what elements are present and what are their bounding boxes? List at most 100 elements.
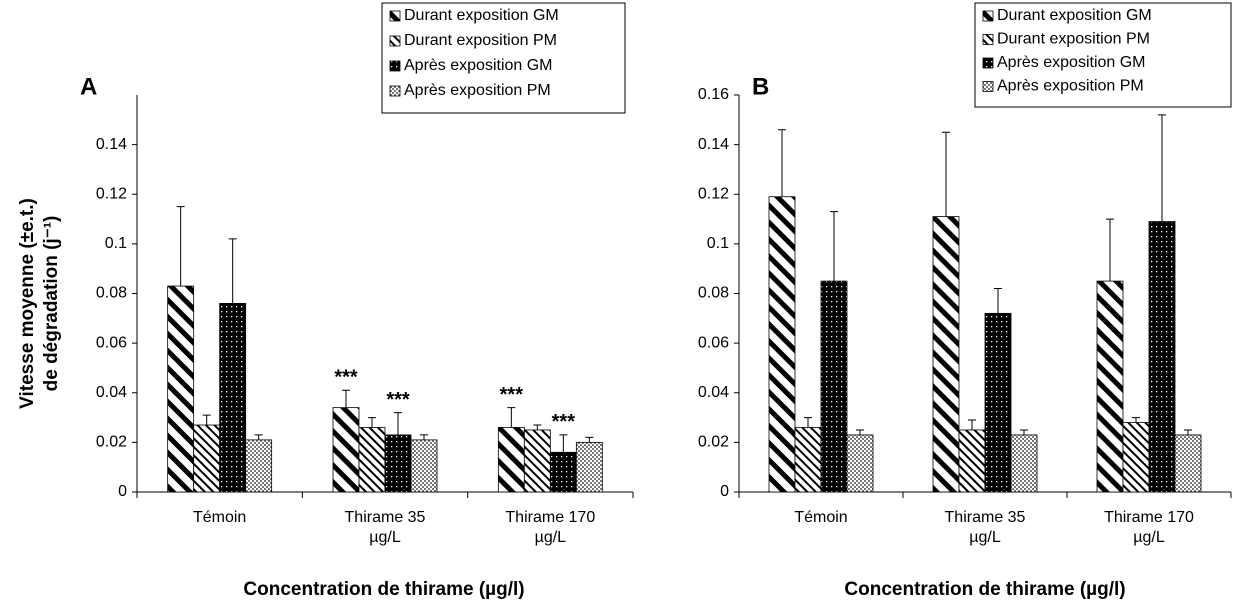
legend-label: Après exposition GM (997, 54, 1146, 71)
bar (958, 429, 986, 493)
annotation: *** (552, 411, 576, 433)
legend-swatch (982, 34, 994, 45)
error-bar (830, 211, 838, 282)
bar (523, 429, 551, 493)
bar (410, 439, 438, 493)
bar (932, 216, 960, 493)
error-bar (533, 424, 542, 430)
y-tick-label: 0.06 (698, 334, 729, 351)
annotation: *** (386, 389, 410, 411)
y-tick-label: 0.02 (96, 434, 127, 451)
annotation: *** (500, 384, 524, 406)
x-axis-title: Concentration de thirame (µg/l) (844, 579, 1125, 600)
error-bar (1132, 417, 1140, 423)
legend-label: Durant exposition PM (997, 31, 1150, 48)
panel-label: B (752, 73, 769, 100)
bar (332, 407, 360, 493)
error-bar (942, 131, 950, 217)
bar (984, 312, 1012, 493)
legend-swatch (389, 85, 401, 97)
y-tick-label: 0.12 (698, 185, 729, 202)
x-tick-label: Thirame 170 µg/L (1104, 509, 1194, 546)
error-bar (228, 238, 237, 304)
error-bar (994, 288, 1002, 314)
legend-swatch (389, 10, 401, 22)
error-bar (585, 436, 594, 443)
legend-box (974, 2, 1232, 108)
bar (549, 451, 577, 493)
y-tick-label: 0 (118, 483, 127, 500)
legend-label: Durant exposition GM (404, 7, 559, 24)
bar (167, 285, 195, 493)
error-bar (804, 417, 812, 428)
bar (1096, 280, 1124, 493)
error-bar (507, 407, 516, 428)
legend-box (381, 2, 626, 114)
legend-swatch (982, 81, 994, 92)
error-bar (968, 419, 976, 430)
y-axis-title: Vitesse moyenne (±e.t.) (17, 198, 38, 409)
legend-swatch (389, 60, 401, 72)
annotation: *** (334, 367, 358, 389)
error-bar (1158, 114, 1166, 222)
bar (794, 427, 822, 493)
error-bar (342, 389, 350, 408)
error-bar (559, 434, 568, 453)
bar (1174, 434, 1202, 493)
error-bar (394, 412, 402, 435)
y-tick-label: 0.04 (96, 384, 127, 401)
y-tick-label: 0.12 (96, 185, 127, 202)
error-bar (254, 434, 263, 440)
bar (846, 434, 874, 493)
bar (1010, 434, 1038, 493)
bar (820, 280, 848, 493)
y-axis-title: de dégradation (j⁻¹) (41, 216, 62, 392)
y-tick-label: 0.02 (698, 434, 729, 451)
y-tick-label: 0.04 (698, 384, 729, 401)
bar (358, 427, 386, 493)
y-tick-label: 0.06 (96, 334, 127, 351)
error-bar (202, 414, 211, 426)
error-bar (1020, 429, 1028, 435)
bar (1122, 422, 1150, 493)
error-bar (778, 129, 786, 197)
legend-label: Après exposition GM (404, 57, 553, 74)
y-tick-label: 0.08 (96, 285, 127, 302)
error-bar (420, 434, 428, 440)
bar (219, 303, 247, 493)
legend-label: Durant exposition GM (997, 7, 1152, 24)
error-bar (1184, 429, 1192, 435)
x-tick-label: Thirame 170 µg/L (505, 509, 596, 546)
y-tick-label: 0.1 (707, 235, 729, 252)
legend-label: Après exposition PM (997, 78, 1144, 95)
y-tick-label: 0.1 (105, 235, 127, 252)
bar (768, 196, 796, 493)
panel-label: A (80, 73, 97, 100)
bar (1148, 221, 1176, 493)
x-tick-label: Témoin (794, 509, 848, 526)
bar (384, 434, 412, 493)
legend-swatch (389, 35, 401, 47)
x-axis-title: Concentration de thirame (µg/l) (243, 579, 524, 600)
y-tick-label: 0.14 (698, 136, 729, 153)
error-bar (1106, 218, 1114, 282)
y-tick-label: 0.14 (96, 136, 127, 153)
y-tick-label: 0 (720, 483, 729, 500)
y-tick-label: 0.16 (698, 86, 729, 103)
legend-swatch (982, 57, 994, 69)
y-tick-label: 0.08 (698, 285, 729, 302)
x-tick-label: Thirame 35 µg/L (344, 509, 426, 546)
x-tick-label: Témoin (192, 509, 247, 526)
legend-label: Durant exposition PM (404, 32, 557, 49)
error-bar (368, 417, 376, 428)
bar (193, 424, 221, 493)
bar (245, 439, 273, 493)
x-tick-label: Thirame 35 µg/L (944, 509, 1026, 546)
legend-swatch (982, 10, 994, 22)
bar (575, 441, 603, 493)
error-bar (176, 206, 185, 287)
legend-label: Après exposition PM (404, 82, 551, 99)
error-bar (856, 429, 864, 435)
